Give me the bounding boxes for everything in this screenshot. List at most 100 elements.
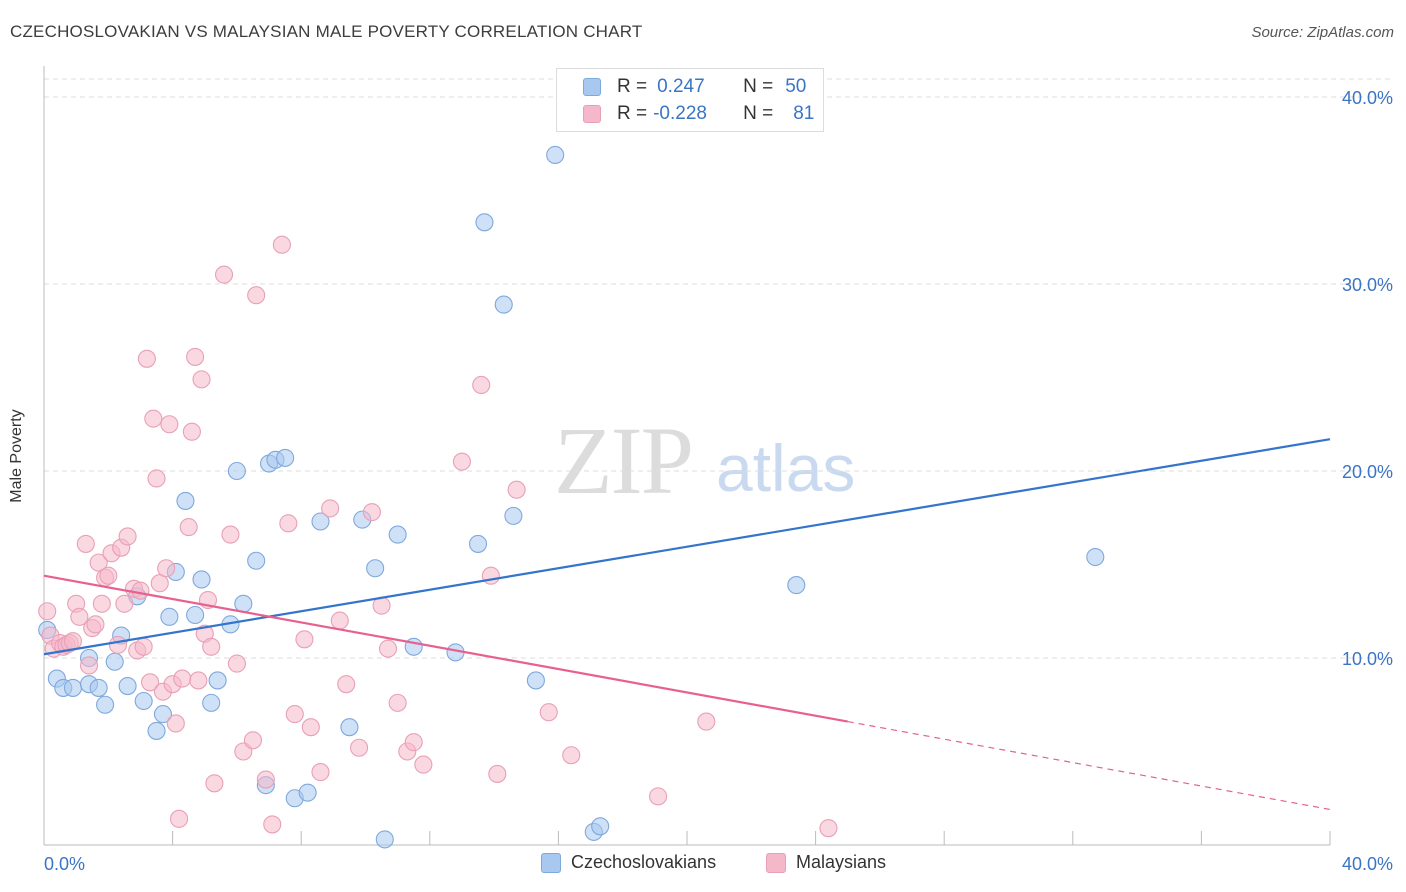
point-malaysians — [247, 286, 266, 305]
legend-swatch-pink — [766, 852, 786, 873]
series-legend-malaysians: Malaysians — [766, 852, 886, 873]
point-malaysians — [63, 632, 82, 651]
point-malaysians — [414, 755, 433, 774]
point-malaysians — [92, 594, 111, 613]
point-malaysians — [166, 714, 185, 733]
point-czechoslovakians — [147, 721, 166, 740]
point-malaysians — [330, 611, 349, 630]
correlation-legend: R = 0.247 N = 50 R = -0.228 N = 81 — [556, 68, 824, 132]
source-credit: Source: ZipAtlas.com — [1251, 24, 1394, 41]
legend-swatch-blue — [583, 78, 601, 96]
point-malaysians — [157, 559, 176, 578]
point-malaysians — [243, 731, 263, 750]
point-malaysians — [141, 673, 160, 692]
watermark-atlas: atlas — [716, 431, 856, 505]
legend-n-label: N = — [743, 103, 774, 124]
trend-line-czechoslovakians — [43, 438, 1331, 656]
point-malaysians — [562, 746, 581, 765]
point-malaysians — [108, 635, 127, 654]
point-malaysians — [227, 654, 246, 673]
point-czechoslovakians — [247, 551, 266, 570]
point-malaysians — [697, 712, 716, 731]
legend-n-value: 81 — [793, 103, 815, 124]
series-legend-czechoslovakians: Czechoslovakians — [541, 852, 716, 873]
point-malaysians — [388, 693, 407, 712]
legend-r-label: R = — [617, 76, 648, 97]
legend-r-value: -0.228 — [653, 103, 707, 124]
point-malaysians — [192, 370, 211, 389]
legend-n-label: N = — [743, 76, 774, 97]
point-czechoslovakians — [526, 671, 545, 690]
trend-line-malaysians-extrapolated — [847, 720, 1331, 811]
chart-title: CZECHOSLOVAKIAN VS MALAYSIAN MALE POVERT… — [10, 22, 643, 41]
point-czechoslovakians — [89, 678, 108, 697]
point-malaysians — [350, 738, 369, 757]
point-czechoslovakians — [1086, 547, 1105, 567]
y-tick-label: 20.0% — [1342, 462, 1393, 482]
point-malaysians — [186, 347, 205, 366]
point-czechoslovakians — [208, 671, 227, 690]
point-czechoslovakians — [311, 512, 330, 531]
point-malaysians — [137, 349, 156, 368]
point-czechoslovakians — [176, 491, 195, 510]
point-czechoslovakians — [366, 559, 385, 578]
legend-r-label: R = — [617, 103, 648, 124]
point-malaysians — [134, 637, 153, 656]
point-malaysians — [256, 770, 275, 789]
point-malaysians — [507, 480, 526, 499]
point-malaysians — [150, 574, 169, 593]
legend-n-value: 50 — [785, 76, 807, 97]
axes — [43, 66, 1331, 846]
point-malaysians — [311, 763, 330, 782]
point-czechoslovakians — [546, 145, 565, 165]
point-czechoslovakians — [468, 534, 488, 553]
point-malaysians — [649, 787, 668, 806]
point-czechoslovakians — [340, 718, 359, 737]
point-czechoslovakians — [134, 691, 153, 711]
y-axis-label: Male Poverty — [8, 409, 25, 503]
x-tick-label-min: 0.0% — [44, 854, 85, 874]
point-malaysians — [202, 637, 221, 656]
y-tick-label: 40.0% — [1342, 88, 1393, 108]
point-malaysians — [179, 518, 198, 537]
point-malaysians — [131, 581, 150, 600]
point-malaysians — [362, 503, 381, 522]
point-czechoslovakians — [276, 448, 295, 467]
point-malaysians — [160, 415, 179, 434]
point-czechoslovakians — [227, 461, 246, 481]
y-tick-label: 30.0% — [1342, 275, 1393, 295]
tick-labels: 10.0% 20.0% 30.0% 40.0% 0.0% 40.0% — [44, 88, 1393, 874]
x-tick-label-max: 40.0% — [1342, 854, 1393, 874]
gridlines — [44, 78, 1393, 659]
point-malaysians — [263, 815, 282, 834]
point-malaysians — [481, 566, 500, 585]
point-czechoslovakians — [504, 506, 523, 525]
point-czechoslovakians — [153, 705, 173, 724]
point-malaysians — [144, 409, 163, 428]
point-malaysians — [301, 718, 320, 737]
point-czechoslovakians — [63, 678, 82, 697]
point-malaysians — [76, 534, 95, 553]
point-czechoslovakians — [186, 605, 205, 625]
point-malaysians — [337, 675, 356, 694]
point-malaysians — [99, 566, 118, 585]
point-czechoslovakians — [298, 783, 317, 802]
point-malaysians — [279, 514, 298, 533]
point-czechoslovakians — [375, 830, 394, 849]
point-czechoslovakians — [96, 695, 115, 714]
watermark-zip: ZIP — [554, 407, 694, 514]
point-malaysians — [295, 630, 314, 649]
point-czechoslovakians — [160, 607, 179, 626]
point-malaysians — [452, 452, 472, 471]
legend-row-czechoslovakians: R = 0.247 N = 50 — [583, 75, 806, 99]
point-malaysians — [118, 527, 137, 546]
data-points — [38, 145, 1105, 849]
point-malaysians — [38, 602, 57, 621]
point-malaysians — [70, 607, 89, 626]
point-malaysians — [189, 671, 208, 690]
trend-line-malaysians — [43, 574, 848, 723]
legend-r-value: 0.247 — [657, 76, 705, 97]
legend-swatch-blue — [541, 852, 561, 873]
legend-swatch-pink — [583, 105, 601, 123]
